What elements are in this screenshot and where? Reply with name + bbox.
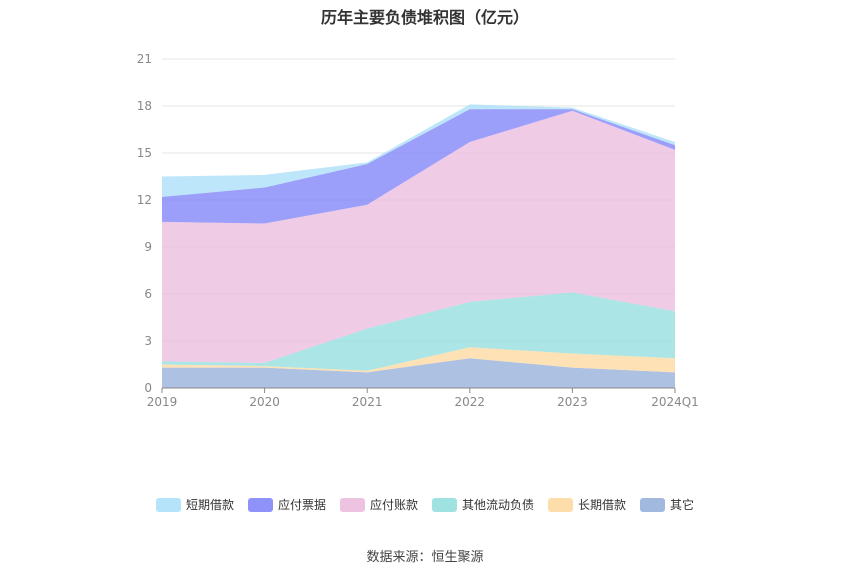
x-tick-label: 2019 xyxy=(147,395,178,409)
x-tick-label: 2020 xyxy=(249,395,280,409)
area-series-0 xyxy=(162,358,675,388)
legend-swatch xyxy=(339,497,365,512)
legend-label: 长期借款 xyxy=(578,498,627,512)
legend-swatch xyxy=(155,497,181,512)
y-tick-label: 3 xyxy=(144,334,152,348)
x-tick-label: 2024Q1 xyxy=(651,395,699,409)
legend-label: 其它 xyxy=(670,498,695,512)
y-tick-label: 18 xyxy=(137,99,152,113)
y-tick-label: 21 xyxy=(137,52,152,66)
legend-swatch xyxy=(640,497,666,512)
y-tick-label: 12 xyxy=(137,193,152,207)
legend-swatch xyxy=(432,497,457,512)
stacked-area-chart: 0 3 6 9 12 15 18 21 2019 2020 2021 2022 2023 2024Q1 xyxy=(137,52,699,409)
y-tick-label: 9 xyxy=(144,240,152,254)
legend-label: 短期借款 xyxy=(185,498,234,512)
y-tick-label: 0 xyxy=(144,381,152,395)
legend-item[interactable]: 应付账款 xyxy=(339,496,418,513)
area-series-4 xyxy=(162,109,675,224)
legend-swatch xyxy=(548,497,574,512)
x-tick-label: 2022 xyxy=(455,395,486,409)
x-tick-label: 2021 xyxy=(352,395,383,409)
area-layers xyxy=(162,104,675,388)
area-series-1 xyxy=(162,347,675,373)
y-tick-label: 15 xyxy=(137,146,152,160)
legend-label: 应付票据 xyxy=(277,498,326,512)
chart-title: 历年主要负债堆积图（亿元） xyxy=(320,8,529,27)
data-source: 数据来源：恒生聚源 xyxy=(366,550,484,565)
x-tick-label: 2023 xyxy=(557,395,588,409)
axes: 0 3 6 9 12 15 18 21 2019 2020 2021 2022 2023 2024Q1 xyxy=(137,52,699,409)
legend-item[interactable]: 短期借款 xyxy=(155,496,234,513)
area-series-2 xyxy=(162,292,675,371)
legend-item[interactable]: 其它 xyxy=(640,496,694,513)
y-tick-label: 6 xyxy=(144,287,152,301)
legend-item[interactable]: 应付票据 xyxy=(247,496,326,513)
legend: 短期借款 应付票据 应付账款 其他流动负债 长期借款 其它 xyxy=(0,496,850,513)
area-series-5 xyxy=(162,104,675,197)
legend-item[interactable]: 其他流动负债 xyxy=(432,496,534,513)
legend-swatch xyxy=(247,497,273,512)
legend-label: 应付账款 xyxy=(369,498,418,512)
legend-label: 其他流动负债 xyxy=(462,498,535,512)
legend-item[interactable]: 长期借款 xyxy=(548,496,626,513)
area-series-3 xyxy=(162,110,675,363)
